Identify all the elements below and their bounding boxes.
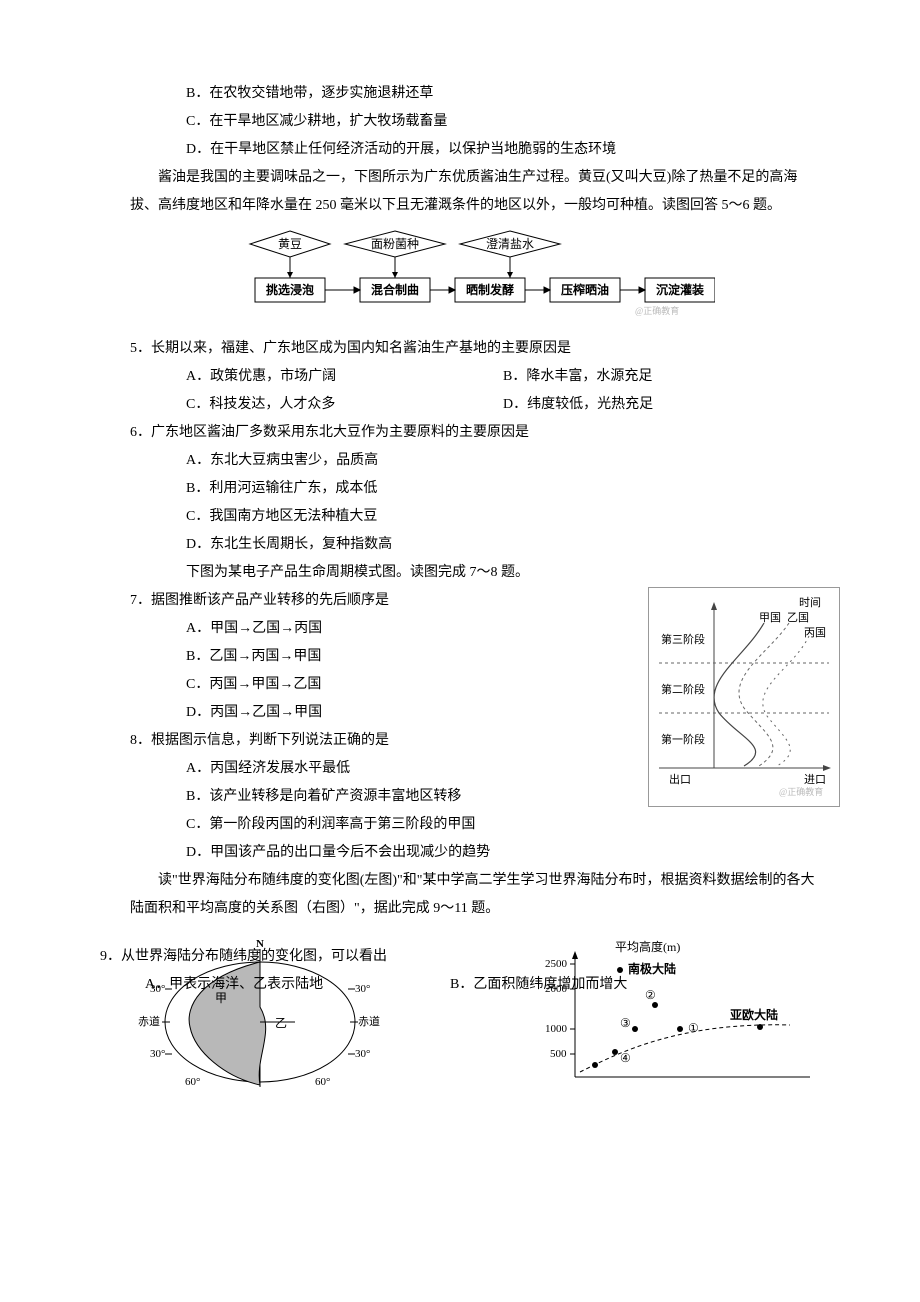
svg-text:500: 500 xyxy=(550,1048,567,1060)
svg-text:④: ④ xyxy=(620,1051,631,1065)
svg-text:60°: 60° xyxy=(315,1076,330,1087)
q6-b: B．利用河运输往广东，成本低 xyxy=(130,475,820,503)
bottom-figures: 9．从世界海陆分布随纬度的变化图，可以看出 A．甲表示海洋、乙表示陆地 B．乙面… xyxy=(130,937,820,1087)
svg-text:沉淀灌装: 沉淀灌装 xyxy=(656,282,704,297)
svg-text:压榨晒油: 压榨晒油 xyxy=(561,282,609,297)
svg-text:面粉菌种: 面粉菌种 xyxy=(371,237,419,251)
svg-text:混合制曲: 混合制曲 xyxy=(371,282,419,297)
q5-b: B．降水丰富，水源充足 xyxy=(503,363,820,391)
q9-a: A．甲表示海洋、乙表示陆地 xyxy=(145,971,323,999)
svg-text:第二阶段: 第二阶段 xyxy=(661,682,705,696)
svg-text:赤道: 赤道 xyxy=(138,1014,160,1028)
svg-text:平均高度(m): 平均高度(m) xyxy=(615,939,680,954)
svg-text:60°: 60° xyxy=(185,1076,200,1087)
lifecycle-figure: 时间 出口 进口 第三阶段 第二阶段 第一阶段 甲国 乙国 丙国 @正确教育 xyxy=(648,587,840,807)
svg-text:30°: 30° xyxy=(355,1048,370,1060)
opt-text: C．在干旱地区减少耕地，扩大牧场载畜量 xyxy=(130,108,820,136)
context-elec: 下图为某电子产品生命周期模式图。读图完成 7～8 题。 xyxy=(130,559,820,587)
svg-text:②: ② xyxy=(645,988,656,1002)
svg-text:乙国: 乙国 xyxy=(787,611,809,624)
q8-c: C．第一阶段丙国的利润率高于第三阶段的甲国 xyxy=(130,811,820,839)
q6-a: A．东北大豆病虫害少，品质高 xyxy=(130,447,820,475)
svg-text:亚欧大陆: 亚欧大陆 xyxy=(730,1007,778,1022)
svg-text:进口: 进口 xyxy=(804,773,826,786)
svg-text:2500: 2500 xyxy=(545,958,568,970)
svg-text:@正确教育: @正确教育 xyxy=(635,305,679,316)
q5-a: A．政策优惠，市场广阔 xyxy=(186,363,503,391)
svg-text:澄清盐水: 澄清盐水 xyxy=(486,236,534,251)
q7-q8-block: 时间 出口 进口 第三阶段 第二阶段 第一阶段 甲国 乙国 丙国 @正确教育 7… xyxy=(130,587,820,867)
flowchart-svg: 黄豆 面粉菌种 澄清盐水 挑选浸泡 混合制曲 晒制发酵 压榨晒油 xyxy=(235,226,715,316)
svg-text:1000: 1000 xyxy=(545,1023,568,1035)
q6-d: D．东北生长周期长，复种指数高 xyxy=(130,531,820,559)
svg-text:@正确教育: @正确教育 xyxy=(779,786,823,797)
q5-stem: 5．长期以来，福建、广东地区成为国内知名酱油生产基地的主要原因是 xyxy=(130,335,820,363)
svg-text:出口: 出口 xyxy=(669,772,691,786)
svg-text:乙: 乙 xyxy=(275,1016,287,1030)
svg-text:第一阶段: 第一阶段 xyxy=(661,732,705,746)
svg-text:时间: 时间 xyxy=(799,596,821,609)
svg-text:30°: 30° xyxy=(150,1048,165,1060)
svg-text:赤道: 赤道 xyxy=(358,1014,380,1028)
context-sea: 读"世界海陆分布随纬度的变化图(左图)"和"某中学高二学生学习世界海陆分布时，根… xyxy=(130,867,820,923)
soy-flowchart: 黄豆 面粉菌种 澄清盐水 挑选浸泡 混合制曲 晒制发酵 压榨晒油 xyxy=(130,226,820,327)
opt-text: B．在农牧交错地带，逐步实施退耕还草 xyxy=(130,80,820,108)
svg-text:③: ③ xyxy=(620,1016,631,1030)
q6-stem: 6．广东地区酱油厂多数采用东北大豆作为主要原料的主要原因是 xyxy=(130,419,820,447)
q5-c: C．科技发达，人才众多 xyxy=(186,391,503,419)
q6-c: C．我国南方地区无法种植大豆 xyxy=(130,503,820,531)
svg-text:第三阶段: 第三阶段 xyxy=(661,632,705,646)
q9-stem: 9．从世界海陆分布随纬度的变化图，可以看出 xyxy=(100,943,387,971)
svg-text:30°: 30° xyxy=(355,983,370,995)
svg-text:丙国: 丙国 xyxy=(804,626,826,639)
svg-text:黄豆: 黄豆 xyxy=(278,237,302,251)
svg-text:①: ① xyxy=(688,1021,699,1035)
opt-text: D．在干旱地区禁止任何经济活动的开展，以保护当地脆弱的生态环境 xyxy=(130,136,820,164)
q5-d: D．纬度较低，光热充足 xyxy=(503,391,820,419)
svg-text:挑选浸泡: 挑选浸泡 xyxy=(266,282,314,297)
q8-d: D．甲国该产品的出口量今后不会出现减少的趋势 xyxy=(130,839,820,867)
q9-b: B．乙面积随纬度增加而增大 xyxy=(450,971,627,999)
svg-text:南极大陆: 南极大陆 xyxy=(628,961,676,976)
context-paragraph: 酱油是我国的主要调味品之一，下图所示为广东优质酱油生产过程。黄豆(又叫大豆)除了… xyxy=(130,164,820,220)
continent-area-height-chart: 平均高度(m) 2500 2000 1000 500 南极大陆 ② ① ③ ④ … xyxy=(520,937,820,1087)
svg-text:晒制发酵: 晒制发酵 xyxy=(466,282,514,297)
svg-text:甲国: 甲国 xyxy=(759,611,781,624)
